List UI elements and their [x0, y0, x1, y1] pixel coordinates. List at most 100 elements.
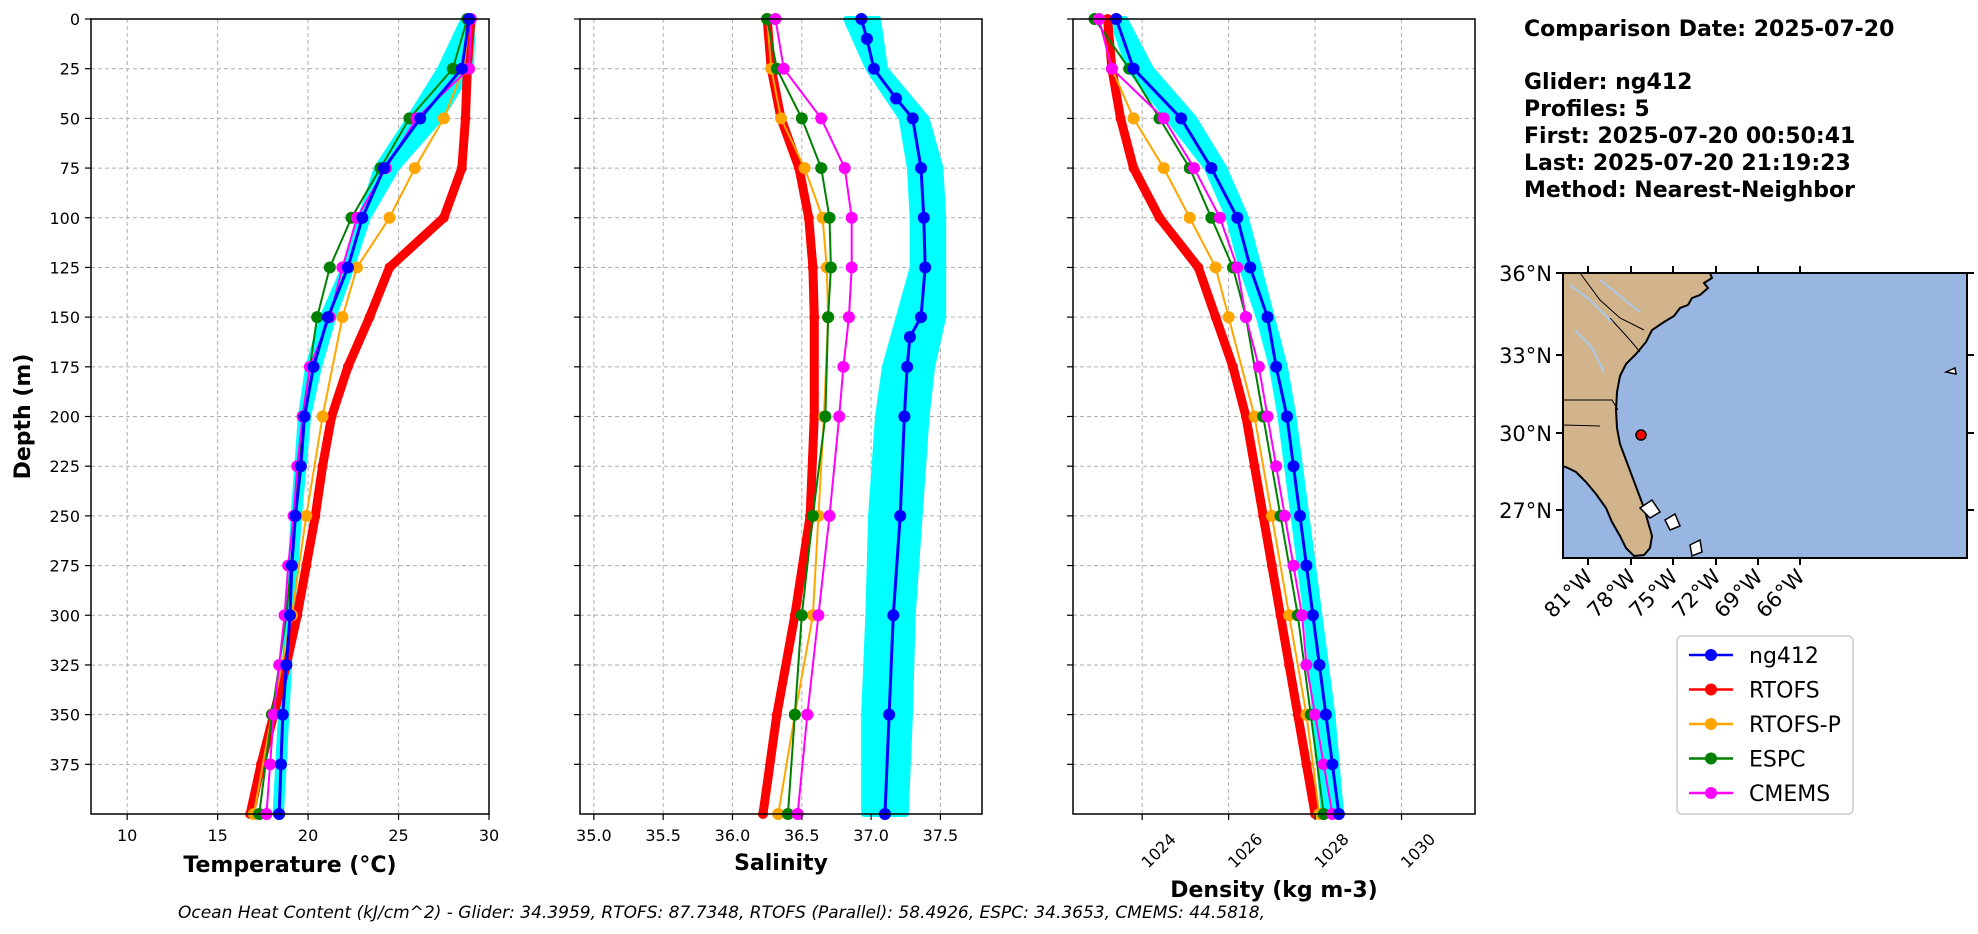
data-point-ng412 — [903, 331, 916, 343]
legend-marker — [1705, 787, 1717, 799]
data-point-rtofs-p — [408, 162, 421, 175]
legend-label: ESPC — [1749, 748, 1806, 773]
legend-marker — [1705, 718, 1717, 730]
y-axis-label: Depth (m) — [11, 354, 36, 480]
data-point-cmems — [1213, 211, 1226, 224]
data-point-rtofs — [1249, 461, 1260, 472]
data-point-ng412 — [1261, 311, 1274, 324]
data-point-ng412 — [1306, 609, 1319, 622]
series-rtofs — [1102, 14, 1321, 819]
data-point-rtofs — [1128, 163, 1139, 174]
y-tick-label: 375 — [49, 755, 80, 774]
data-point-rtofs — [771, 709, 782, 720]
data-point-ng412 — [294, 460, 307, 473]
x-tick-label: 36.5 — [784, 826, 820, 845]
x-tick-label: 1030 — [1397, 830, 1439, 872]
data-point-rtofs — [809, 312, 820, 323]
data-point-ng412 — [285, 559, 298, 572]
data-point-espc — [788, 708, 801, 721]
data-point-rtofs — [1193, 262, 1204, 273]
map-borders — [1562, 272, 1645, 427]
data-point-ng412 — [1127, 62, 1140, 75]
data-point-rtofs-p — [437, 112, 450, 125]
map-rivers — [1569, 279, 1641, 373]
data-point-espc — [819, 410, 832, 423]
data-point-rtofs — [301, 560, 312, 571]
panel-1: 10 15 20 25 30025507510012515017520022525027… — [11, 10, 499, 878]
data-point-rtofs-p — [350, 261, 363, 274]
data-point-ng412 — [455, 62, 468, 75]
data-point-cmems — [777, 62, 790, 75]
data-point-rtofs-p — [1222, 311, 1235, 324]
legend: ng412 RTOFS RTOFS-P ESPC CMEMS — [1676, 635, 1854, 815]
data-point-cmems — [1309, 708, 1322, 721]
x-tick-label: 15 — [207, 826, 227, 845]
data-point-ng412 — [1313, 658, 1326, 671]
data-point-espc — [1205, 211, 1218, 224]
x-tick-label: 30 — [479, 826, 499, 845]
data-point-ng412 — [1280, 410, 1293, 423]
map-lon-label: 75°W — [1625, 564, 1683, 622]
data-point-cmems — [1252, 360, 1265, 373]
data-point-cmems — [1188, 162, 1201, 175]
series-line-espc — [258, 18, 469, 815]
data-point-rtofs-p — [1265, 509, 1278, 522]
data-point-rtofs — [460, 113, 471, 124]
x-tick-label: 35.0 — [576, 826, 612, 845]
data-point-cmems — [823, 509, 836, 522]
data-point-ng412 — [1205, 162, 1218, 175]
data-point-rtofs-p — [316, 410, 329, 423]
data-point-cmems — [267, 708, 280, 721]
data-point-cmems — [801, 708, 814, 721]
series-espc — [761, 13, 837, 820]
data-point-ng412 — [867, 62, 880, 75]
axes-frame — [1072, 18, 1476, 815]
y-tick-label: 100 — [49, 209, 80, 228]
data-point-ng412 — [919, 261, 932, 274]
data-point-ng412 — [1231, 211, 1244, 224]
map-lat-label: 27°N — [1499, 499, 1552, 523]
data-point-espc — [311, 311, 324, 324]
data-point-cmems — [1317, 758, 1330, 771]
data-point-espc — [823, 211, 836, 224]
data-point-ng412 — [298, 410, 311, 423]
data-point-rtofs-p — [775, 112, 787, 125]
data-point-ng412 — [274, 758, 287, 771]
series-cmems — [769, 13, 858, 820]
x-tick-label: 36.0 — [715, 826, 751, 845]
data-point-rtofs — [384, 262, 395, 273]
y-tick-label: 300 — [49, 606, 80, 625]
data-point-cmems — [845, 211, 858, 224]
legend-label: ng412 — [1749, 644, 1819, 669]
map-lon-label: 66°W — [1752, 564, 1810, 622]
y-tick-label: 150 — [49, 308, 80, 327]
data-point-ng412 — [356, 211, 369, 224]
data-point-ng412 — [894, 509, 907, 522]
x-tick-label: 25 — [388, 826, 408, 845]
first-profile-time: First: 2025-07-20 00:50:41 — [1524, 124, 1855, 149]
data-point-ng412 — [378, 162, 391, 175]
data-point-ng412 — [887, 609, 900, 622]
data-point-ng412 — [1293, 509, 1306, 522]
data-point-ng412 — [1287, 460, 1300, 473]
map-frame — [1562, 272, 1968, 559]
data-point-rtofs — [438, 212, 449, 223]
x-tick-label: 37.5 — [923, 826, 959, 845]
interp-method: Method: Nearest-Neighbor — [1524, 178, 1855, 203]
data-point-rtofs — [803, 212, 814, 223]
y-tick-label: 325 — [49, 656, 80, 675]
data-point-rtofs — [1301, 759, 1312, 770]
data-point-cmems — [1296, 609, 1309, 622]
data-point-cmems — [842, 311, 855, 324]
data-point-cmems — [1278, 509, 1291, 522]
data-point-ng412 — [1244, 261, 1257, 274]
data-point-rtofs-p — [1248, 410, 1261, 423]
data-point-rtofs-p — [383, 211, 396, 224]
map-lat-label: 30°N — [1499, 422, 1552, 446]
data-point-ng412 — [321, 311, 334, 324]
x-tick-label: 1028 — [1310, 830, 1352, 872]
data-point-espc — [323, 261, 336, 274]
x-tick-label: 1026 — [1224, 830, 1266, 872]
data-point-rtofs — [456, 163, 467, 174]
